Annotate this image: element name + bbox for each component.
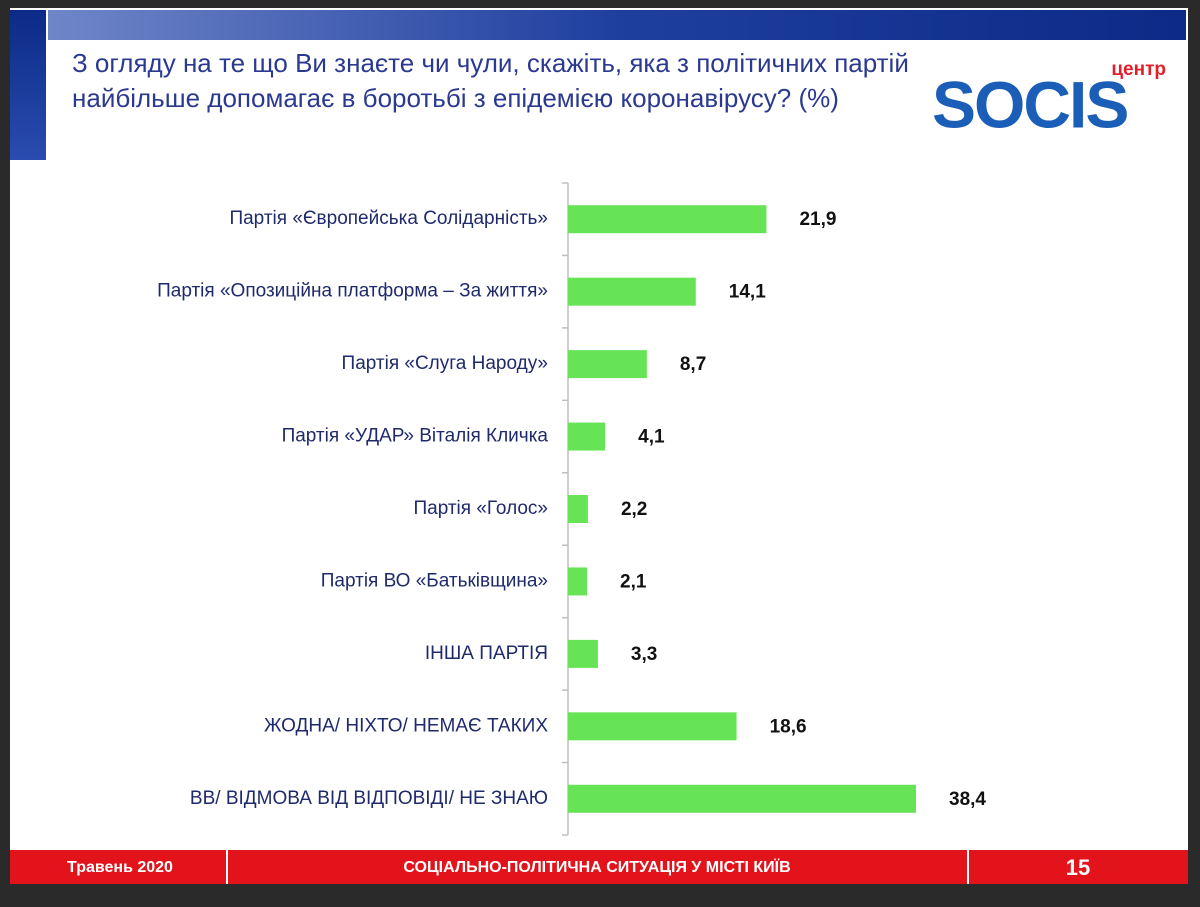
footer-subject: СОЦІАЛЬНО-ПОЛІТИЧНА СИТУАЦІЯ У МІСТІ КИЇ… <box>403 858 790 876</box>
bar <box>568 422 606 451</box>
category-label: ВВ/ ВІДМОВА ВІД ВІДПОВІДІ/ НЕ ЗНАЮ <box>190 788 548 809</box>
top-bar <box>48 10 1186 40</box>
value-label: 8,7 <box>680 354 706 375</box>
bar <box>568 567 588 596</box>
value-label: 4,1 <box>638 427 665 448</box>
category-label: Партія «Опозиційна платформа – За життя» <box>157 281 548 302</box>
bar <box>568 277 696 306</box>
category-label: Партія «Голос» <box>413 498 548 519</box>
value-label: 18,6 <box>770 716 807 737</box>
value-label: 2,2 <box>621 499 647 520</box>
bar <box>568 350 647 379</box>
category-label: ІНША ПАРТІЯ <box>425 643 548 664</box>
value-label: 21,9 <box>799 209 836 230</box>
logo-name: SOCIS <box>932 67 1127 141</box>
category-label: Партія «Європейська Солідарність» <box>229 208 548 229</box>
value-label: 14,1 <box>729 282 766 303</box>
value-label: 2,1 <box>620 571 647 592</box>
footer-bar <box>10 850 1188 884</box>
bar <box>568 495 588 523</box>
bar <box>568 205 767 234</box>
category-label: Партія «Слуга Народу» <box>342 353 548 374</box>
value-label: 38,4 <box>949 789 986 810</box>
footer-date: Травень 2020 <box>67 859 173 876</box>
bar <box>568 712 737 741</box>
category-label: ЖОДНА/ НІХТО/ НЕМАЄ ТАКИХ <box>264 715 548 736</box>
value-label: 3,3 <box>631 644 657 665</box>
bar <box>568 639 598 668</box>
category-label: Партія «УДАР» Віталія Кличка <box>282 426 549 447</box>
chart-title: З огляду на те що Ви знаєте чи чули, ска… <box>72 48 909 113</box>
logo-top: центр <box>1111 59 1166 80</box>
category-label: Партія ВО «Батьківщина» <box>321 570 548 591</box>
bar <box>568 784 916 813</box>
side-bar <box>10 10 46 160</box>
footer-page: 15 <box>1066 855 1090 880</box>
